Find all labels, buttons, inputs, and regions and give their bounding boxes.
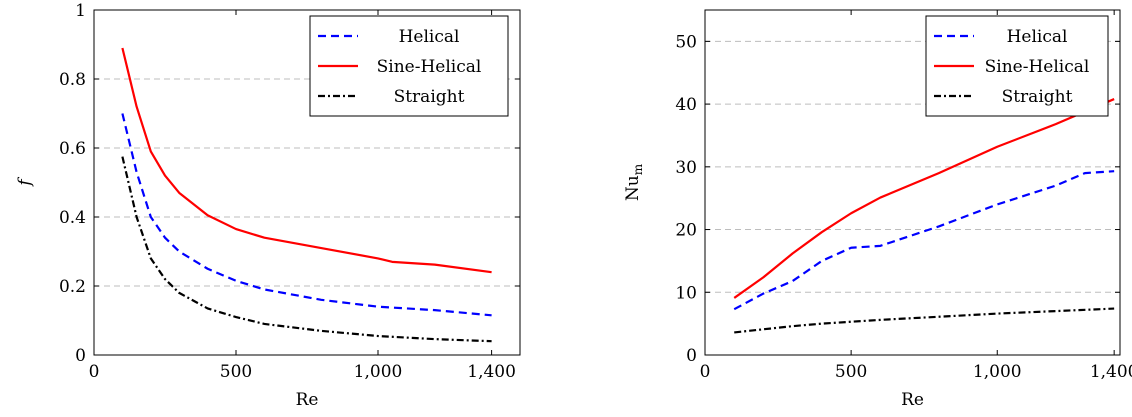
- y-tick-label: 50: [675, 32, 697, 52]
- series-line-straight: [121, 156, 492, 343]
- chart-panel-2: 0 500 1,000 1,400 0 10 20 30 40 50 Re Num Helical Sin…: [623, 9, 1132, 410]
- x-tick-label: 1,000: [973, 362, 1022, 382]
- series-line-straight: [734, 307, 1115, 334]
- legend-label: Sine-Helical: [377, 57, 482, 77]
- y-axis-title-subscript: m: [631, 163, 645, 175]
- y-tick-label: 40: [675, 95, 697, 115]
- y-tick-label: 1: [75, 1, 86, 21]
- series-line-helical: [733, 170, 1115, 311]
- x-tick-label: 0: [89, 362, 100, 382]
- x-tick-label: 1,400: [467, 362, 516, 382]
- y-tick-label: 0: [75, 346, 86, 366]
- y-tick-label: 0.6: [59, 139, 86, 159]
- x-axis-title: Re: [296, 390, 319, 410]
- y-tick-label: 0.4: [59, 208, 86, 228]
- x-tick-label: 0: [700, 362, 711, 382]
- y-tick-label: 20: [675, 221, 697, 241]
- legend: Helical Sine-Helical Straight: [309, 15, 509, 117]
- legend-label: Straight: [394, 87, 465, 107]
- series-line-helical: [121, 113, 492, 317]
- y-axis-title: Num: [623, 163, 645, 201]
- legend-label: Helical: [1007, 27, 1068, 47]
- series-line-sine-helical: [121, 47, 492, 274]
- y-tick-label: 0: [686, 346, 697, 366]
- y-axis-title: f: [15, 177, 35, 188]
- y-tick-label: 0.2: [59, 277, 86, 297]
- series-line-sine-helical: [733, 98, 1115, 299]
- y-tick-label: 10: [675, 283, 697, 303]
- y-tick-label: 0.8: [59, 70, 86, 90]
- chart-panel-1: 0 500 1,000 1,400 0 0.2 0.4 0.6 0.8 1 Re f Helical Si…: [15, 1, 521, 410]
- legend-label: Sine-Helical: [985, 57, 1090, 77]
- x-axis-title: Re: [901, 390, 924, 410]
- legend: Helical Sine-Helical Straight: [925, 15, 1109, 117]
- x-tick-label: 500: [220, 362, 252, 382]
- plot-frame: [704, 9, 1121, 356]
- x-tick-label: 1,000: [354, 362, 403, 382]
- legend-label: Helical: [399, 27, 460, 47]
- legend-label: Straight: [1002, 87, 1073, 107]
- y-tick-label: 30: [675, 158, 697, 178]
- x-tick-label: 1,400: [1090, 362, 1132, 382]
- plot-frame: [93, 9, 521, 356]
- x-tick-label: 500: [835, 362, 867, 382]
